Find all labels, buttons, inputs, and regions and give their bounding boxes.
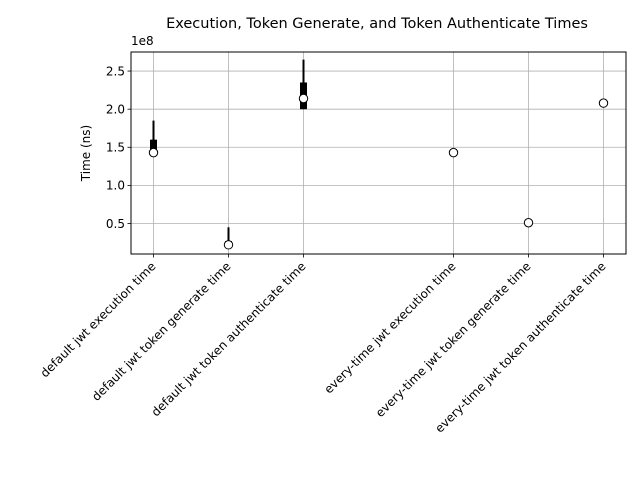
mean-marker (523, 218, 534, 228)
data-layer (148, 59, 609, 250)
mean-marker (223, 240, 234, 250)
plot-frame (130, 51, 627, 255)
x-tick-label: default jwt token authenticate time (149, 259, 309, 419)
y-tick-label: 2.5 (106, 64, 125, 78)
x-tick-label: every-time jwt token generate time (373, 259, 534, 420)
y-tick-label: 1.0 (106, 179, 125, 193)
y-axis-label: Time (ns) (79, 125, 93, 182)
mean-marker (298, 93, 309, 104)
y-tick-label: 2.0 (106, 102, 125, 116)
mean-marker (148, 147, 159, 158)
y-tick-label: 1.5 (106, 141, 125, 155)
y-tick-label: 0.5 (106, 217, 125, 231)
x-tick-label: every-time jwt execution time (321, 259, 458, 396)
x-tick-label: default jwt token generate time (89, 259, 234, 404)
grid-layer (131, 52, 626, 254)
y-axis-offset-label: 1e8 (131, 34, 154, 48)
mean-marker (448, 147, 459, 158)
x-tick-label: every-time jwt token authenticate time (432, 259, 608, 435)
box-body (150, 139, 157, 155)
chart-title: Execution, Token Generate, and Token Aut… (166, 16, 588, 32)
mean-marker (598, 98, 609, 108)
